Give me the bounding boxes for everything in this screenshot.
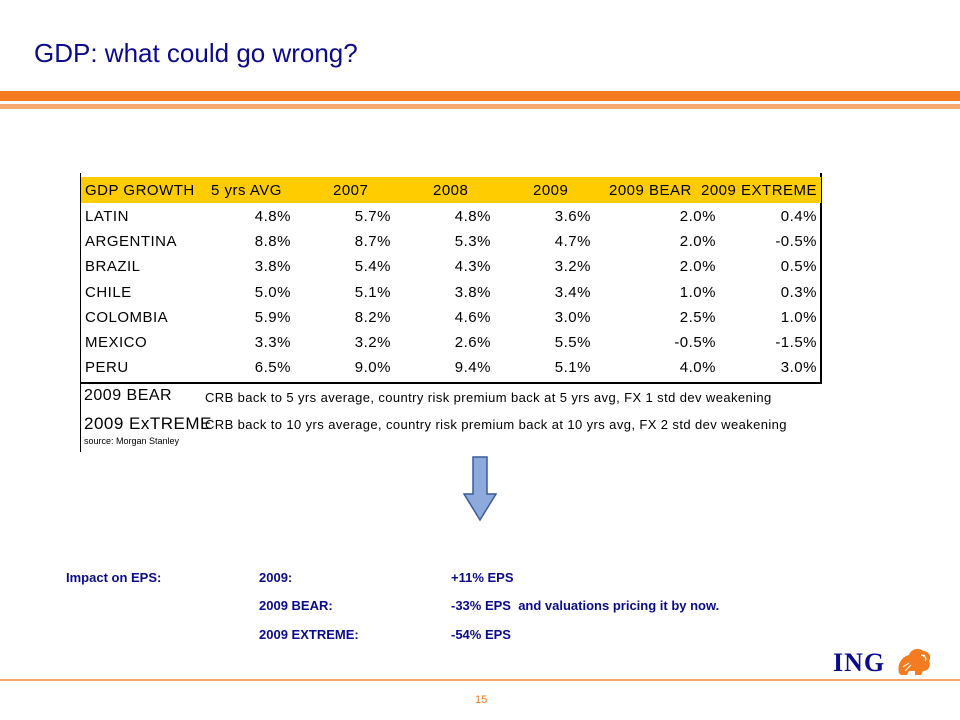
row-label: LATIN	[85, 208, 129, 225]
table-cell: 5.3%	[454, 233, 491, 251]
table-cell: 8.2%	[354, 308, 391, 326]
column-header: 2007	[333, 182, 369, 199]
impact-value: +11% EPS	[451, 570, 514, 585]
table-row: PERU 6.5% 9.0% 9.4% 5.1% 4.0% 3.0%	[81, 355, 821, 380]
table-cell: 5.9%	[254, 308, 291, 326]
lion-icon	[898, 648, 931, 675]
table-cell: 5.4%	[354, 258, 391, 276]
row-label: MEXICO	[85, 334, 148, 351]
table-row: ARGENTINA 8.8% 8.7% 5.3% 4.7% 2.0% -0.5%	[81, 229, 821, 254]
row-label: ARGENTINA	[85, 233, 178, 251]
table-row: LATIN 4.8% 5.7% 4.8% 3.6% 2.0% 0.4%	[81, 204, 821, 229]
row-label: PERU	[85, 359, 129, 377]
table-cell: 3.2%	[554, 258, 591, 276]
header-bar	[0, 91, 960, 101]
impact-scenario: 2009 BEAR:	[259, 598, 333, 613]
table-cell: 3.2%	[354, 334, 391, 351]
source-note: source: Morgan Stanley	[84, 436, 180, 446]
table-cell: 0.3%	[780, 283, 817, 301]
table-cell: 2.0%	[679, 208, 716, 225]
notes-divider	[80, 384, 81, 452]
table-row: CHILE 5.0% 5.1% 3.8% 3.4% 1.0% 0.3%	[81, 280, 821, 305]
table-cell: 4.0%	[679, 359, 716, 377]
table-cell: 2.5%	[679, 308, 716, 326]
table-cell: 4.8%	[254, 208, 291, 225]
table-row: COLOMBIA 5.9% 8.2% 4.6% 3.0% 2.5% 1.0%	[81, 305, 821, 330]
table-cell: 2.0%	[679, 233, 716, 251]
table-cell: 9.4%	[454, 359, 491, 377]
table-cell: 9.0%	[354, 359, 391, 377]
table-cell: 8.8%	[254, 233, 291, 251]
table-cell: 8.7%	[354, 233, 391, 251]
table-cell: -1.5%	[775, 334, 817, 351]
row-label: COLOMBIA	[85, 308, 169, 326]
page-number: 15	[475, 694, 488, 706]
row-label: BRAZIL	[85, 258, 141, 276]
table-cell: 1.0%	[780, 308, 817, 326]
header-bar-thin	[0, 104, 960, 109]
table-header-row: GDP GROWTH 5 yrs AVG 2007 2008 2009 2009…	[81, 177, 821, 203]
table-cell: 2.0%	[679, 258, 716, 276]
table-cell: 0.5%	[780, 258, 817, 276]
table-cell: -0.5%	[674, 334, 716, 351]
table-cell: 5.1%	[554, 359, 591, 377]
table-cell: 3.0%	[780, 359, 817, 377]
table-cell: 0.4%	[780, 208, 817, 225]
impact-scenario: 2009 EXTREME:	[259, 627, 359, 642]
extreme-description: CRB back to 10 yrs average, country risk…	[205, 417, 787, 432]
table-cell: 5.5%	[554, 334, 591, 351]
gdp-table: GDP GROWTH 5 yrs AVG 2007 2008 2009 2009…	[80, 173, 822, 384]
logo-text: ING	[833, 648, 886, 677]
table-cell: 3.3%	[254, 334, 291, 351]
impact-scenario: 2009:	[259, 570, 293, 585]
row-label: CHILE	[85, 283, 132, 301]
column-header: GDP GROWTH	[85, 182, 195, 199]
table-cell: 3.6%	[554, 208, 591, 225]
table-row: BRAZIL 3.8% 5.4% 4.3% 3.2% 2.0% 0.5%	[81, 254, 821, 279]
table-cell: 5.0%	[254, 283, 291, 301]
table-cell: -0.5%	[775, 233, 817, 251]
down-arrow-icon	[463, 456, 497, 522]
column-header: 2009 BEAR	[609, 182, 692, 199]
table-cell: 3.4%	[554, 283, 591, 301]
table-cell: 5.1%	[354, 283, 391, 301]
table-cell: 6.5%	[254, 359, 291, 377]
table-cell: 3.8%	[254, 258, 291, 276]
table-cell: 2.6%	[454, 334, 491, 351]
extreme-label: 2009 ExTREME	[84, 414, 212, 433]
footer-line	[0, 679, 960, 681]
column-header: 2009 EXTREME	[701, 182, 818, 199]
table-row: MEXICO 3.3% 3.2% 2.6% 5.5% -0.5% -1.5%	[81, 330, 821, 355]
impact-value: -33% EPS and valuations pricing it by no…	[451, 598, 720, 613]
table-cell: 3.0%	[554, 308, 591, 326]
column-header: 2008	[433, 182, 469, 199]
table-cell: 4.8%	[454, 208, 491, 225]
table-cell: 1.0%	[679, 283, 716, 301]
table-cell: 5.7%	[354, 208, 391, 225]
table-cell: 4.6%	[454, 308, 491, 326]
page-title: GDP: what could go wrong?	[34, 38, 358, 68]
bear-description: CRB back to 5 yrs average, country risk …	[205, 390, 772, 405]
table-cell: 4.3%	[454, 258, 491, 276]
column-header: 5 yrs AVG	[211, 182, 282, 199]
table-cell: 3.8%	[454, 283, 491, 301]
table-cell: 4.7%	[554, 233, 591, 251]
impact-label: Impact on EPS:	[66, 570, 162, 585]
column-header: 2009	[533, 182, 569, 199]
impact-value: -54% EPS	[451, 627, 511, 642]
bear-label: 2009 BEAR	[84, 387, 173, 404]
